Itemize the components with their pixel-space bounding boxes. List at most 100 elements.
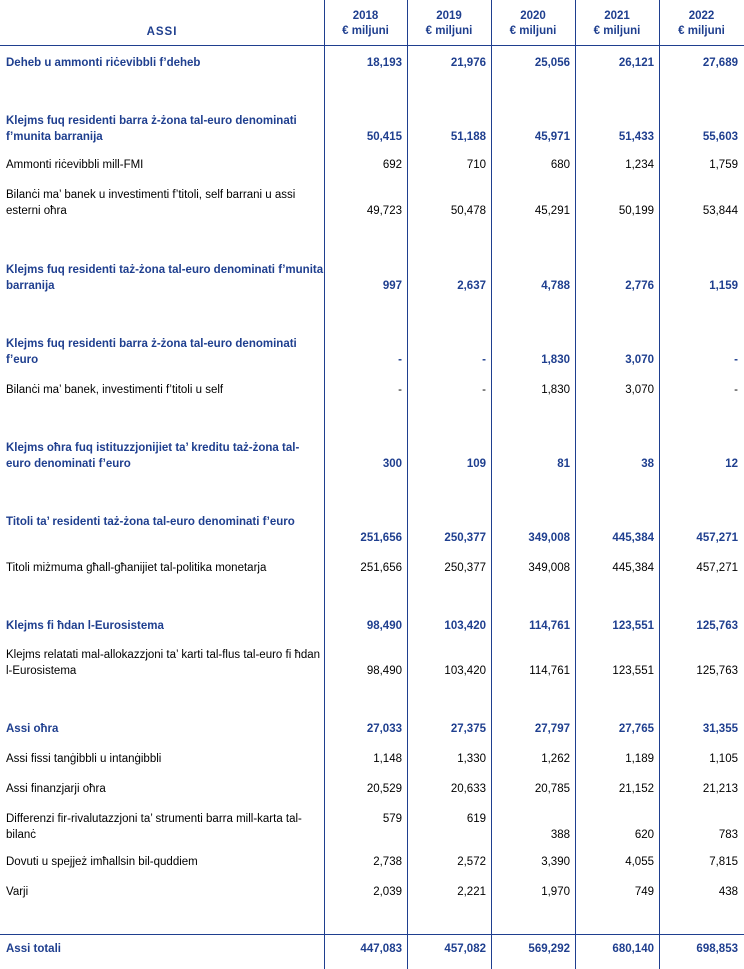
value-cell: 680 bbox=[550, 159, 570, 171]
value-cell: 27,689 bbox=[702, 57, 738, 69]
row-label: Assi finanzjarji oħra bbox=[6, 783, 106, 795]
year-header: 2018 € miljuni bbox=[324, 9, 407, 39]
row-label: Klejms fuq residenti barra ż-żona tal-eu… bbox=[6, 338, 297, 366]
unit-label: € miljuni bbox=[509, 25, 557, 37]
value-cell: 2,039 bbox=[373, 886, 402, 898]
value-cell: 710 bbox=[466, 159, 486, 171]
value-cell: 250,377 bbox=[444, 562, 486, 574]
value-cell: - bbox=[482, 384, 486, 396]
header-rule bbox=[0, 45, 744, 46]
row-label: Klejms fuq residenti taż-żona tal-euro d… bbox=[6, 264, 324, 292]
value-cell: 2,572 bbox=[457, 856, 486, 868]
value-cell: 114,761 bbox=[529, 665, 570, 677]
value-cell: 27,797 bbox=[534, 723, 570, 735]
value-cell: 1,759 bbox=[709, 159, 738, 171]
value-cell: 21,976 bbox=[450, 57, 486, 69]
row-label: Dovuti u spejjeż imħallsin bil-quddiem bbox=[6, 856, 198, 868]
value-cell: 620 bbox=[634, 829, 654, 841]
value-cell: 12 bbox=[725, 458, 738, 470]
value-cell: 4,055 bbox=[625, 856, 654, 868]
value-cell: 3,070 bbox=[625, 384, 654, 396]
value-cell: 619 bbox=[466, 813, 486, 825]
row-label: Deheb u ammonti riċevibbli f’deheb bbox=[6, 57, 201, 69]
value-cell: 27,375 bbox=[450, 723, 486, 735]
value-cell: 45,291 bbox=[534, 205, 570, 217]
row-label: Klejms fi ħdan l-Eurosistema bbox=[6, 620, 164, 632]
value-cell: 579 bbox=[382, 813, 402, 825]
unit-label: € miljuni bbox=[678, 25, 725, 37]
value-cell: 457,271 bbox=[696, 532, 738, 544]
row-label: Titoli miżmuma għall-għanijiet tal-polit… bbox=[6, 562, 267, 574]
value-cell: 1,189 bbox=[625, 753, 654, 765]
row-label: Differenzi fir-rivalutazzjoni ta’ strume… bbox=[6, 813, 302, 841]
value-cell: 251,656 bbox=[360, 562, 402, 574]
value-cell: 1,830 bbox=[541, 354, 570, 366]
value-cell: 1,830 bbox=[541, 384, 570, 396]
value-cell: 250,377 bbox=[444, 532, 486, 544]
value-cell: - bbox=[734, 384, 738, 396]
value-cell: 569,292 bbox=[528, 943, 570, 955]
column-divider bbox=[491, 0, 492, 969]
value-cell: 45,971 bbox=[534, 131, 570, 143]
year-label: 2018 bbox=[352, 10, 379, 22]
row-label: Titoli ta’ residenti taż-żona tal-euro d… bbox=[6, 516, 295, 528]
row-label: Ammonti riċevibbli mill-FMI bbox=[6, 159, 144, 171]
year-label: 2019 bbox=[436, 10, 462, 22]
value-cell: - bbox=[482, 354, 486, 366]
value-cell: - bbox=[734, 354, 738, 366]
value-cell: - bbox=[398, 354, 402, 366]
value-cell: 2,776 bbox=[625, 280, 654, 292]
value-cell: 20,633 bbox=[450, 783, 486, 795]
value-cell: 49,723 bbox=[366, 205, 402, 217]
year-label: 2022 bbox=[688, 10, 715, 22]
value-cell: 1,262 bbox=[541, 753, 570, 765]
row-label: Klejms oħra fuq istituzzjonijiet ta’ kre… bbox=[6, 442, 300, 470]
value-cell: 445,384 bbox=[612, 532, 654, 544]
value-cell: 438 bbox=[718, 886, 738, 898]
value-cell: 1,970 bbox=[541, 886, 570, 898]
value-cell: 2,738 bbox=[373, 856, 402, 868]
value-cell: 50,478 bbox=[450, 205, 486, 217]
value-cell: - bbox=[398, 384, 402, 396]
unit-label: € miljuni bbox=[425, 25, 473, 37]
row-label: Klejms relatati mal-allokazzjoni ta’ kar… bbox=[6, 649, 321, 677]
value-cell: 1,148 bbox=[373, 753, 402, 765]
column-divider bbox=[659, 0, 660, 969]
value-cell: 2,637 bbox=[457, 280, 486, 292]
value-cell: 3,070 bbox=[625, 354, 654, 366]
row-label: Assi fissi tanġibbli u intanġibbli bbox=[6, 753, 162, 765]
year-label: 2021 bbox=[604, 10, 630, 22]
value-cell: 98,490 bbox=[366, 665, 402, 677]
value-cell: 251,656 bbox=[360, 532, 402, 544]
row-label: Assi oħra bbox=[6, 723, 59, 735]
value-cell: 55,603 bbox=[702, 131, 738, 143]
column-divider bbox=[575, 0, 576, 969]
value-cell: 26,121 bbox=[618, 57, 654, 69]
value-cell: 2,221 bbox=[457, 886, 486, 898]
value-cell: 349,008 bbox=[528, 562, 570, 574]
value-cell: 692 bbox=[382, 159, 402, 171]
value-cell: 18,193 bbox=[366, 57, 402, 69]
value-cell: 53,844 bbox=[702, 205, 738, 217]
table-title: ASSI bbox=[146, 26, 178, 38]
value-cell: 457,082 bbox=[444, 943, 486, 955]
value-cell: 445,384 bbox=[612, 562, 654, 574]
value-cell: 1,159 bbox=[709, 280, 738, 292]
value-cell: 783 bbox=[718, 829, 738, 841]
value-cell: 103,420 bbox=[444, 665, 486, 677]
value-cell: 447,083 bbox=[360, 943, 402, 955]
value-cell: 21,213 bbox=[702, 783, 738, 795]
value-cell: 81 bbox=[557, 458, 570, 470]
value-cell: 388 bbox=[550, 829, 570, 841]
year-header: 2020 € miljuni bbox=[491, 9, 575, 39]
row-label: Assi totali bbox=[6, 943, 61, 955]
value-cell: 349,008 bbox=[528, 532, 570, 544]
value-cell: 7,815 bbox=[709, 856, 738, 868]
row-label: Bilanċi ma’ banek u investimenti f’titol… bbox=[6, 189, 296, 217]
value-cell: 103,420 bbox=[444, 620, 486, 632]
value-cell: 457,271 bbox=[696, 562, 738, 574]
value-cell: 698,853 bbox=[696, 943, 738, 955]
row-label: Varji bbox=[6, 886, 29, 898]
value-cell: 125,763 bbox=[696, 665, 738, 677]
